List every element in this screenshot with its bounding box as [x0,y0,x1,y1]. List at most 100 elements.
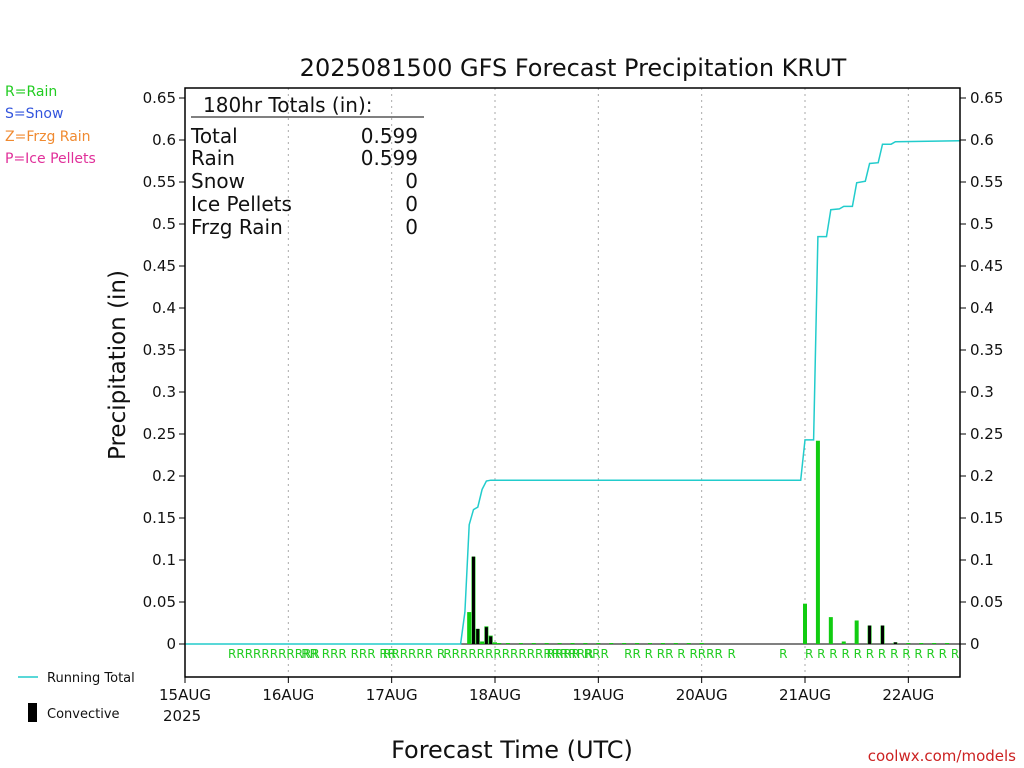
rain-bar-11 [544,643,549,644]
rain-bar-33 [919,643,924,644]
running-total-polyline [185,140,961,645]
rain-bar-34 [932,643,937,644]
rain-bar-16 [609,643,614,644]
convective-bar-2 [484,627,488,644]
totals-box: 180hr Totals (in): Total 0.599 Rain 0.59… [190,93,424,239]
rain-bar-10 [531,643,536,644]
y-tick-label-left-8: 0.4 [152,299,176,317]
rain-bar-32 [906,643,911,644]
y-tick-label-right-5: 0.25 [970,425,1003,443]
y-axis-ticks: 0 00.05 0.050.1 0.10.15 0.150.2 0.20.25 0.250.… [143,89,1004,653]
y-tick-label-left-11: 0.55 [143,173,176,191]
rain-bar-24 [803,603,807,644]
y-tick-label-right-9: 0.45 [970,257,1003,275]
plot-frame [184,87,961,678]
rain-bar-3 [480,641,485,644]
totals-label-total: Total [190,124,238,148]
y-tick-label-right-10: 0.5 [970,215,994,233]
x-tick-label-18aug: 18AUG [469,686,521,704]
rain-bar-0 [467,612,472,644]
running-total-line [185,140,961,645]
ptype-marker-1: RR RRR RRR RR [301,647,396,661]
chart-title: 2025081500 GFS Forecast Precipitation KR… [300,54,847,82]
rain-bar-22 [686,643,691,644]
convective-bar-4 [868,625,872,644]
convective-bars [471,556,897,644]
x-tick-label-19aug: 19AUG [572,686,624,704]
ptype-marker-2: RRRRRR R [383,647,445,661]
y-tick-label-left-13: 0.65 [143,89,176,107]
convective-bar-1 [476,628,480,644]
y-tick-label-left-3: 0.15 [143,509,176,527]
x-tick-label-21aug: 21AUG [779,686,831,704]
totals-header: 180hr Totals (in): [203,93,373,117]
rain-bar-19 [648,643,652,644]
ptype-marker-6: R [728,647,736,661]
y-tick-label-right-4: 0.2 [970,467,994,485]
x-tick-label-15aug: 15AUG [159,686,211,704]
y-tick-label-right-8: 0.4 [970,299,994,317]
y-tick-label-right-2: 0.1 [970,551,994,569]
vertical-gridlines [185,88,960,677]
y-tick-label-right-13: 0.65 [970,89,1003,107]
totals-label-rain: Rain [191,146,235,170]
rain-bar-8 [505,643,510,644]
convective-legend-label: Convective [47,707,120,722]
totals-label-frzg-rain: Frzg Rain [191,215,283,239]
totals-value-total: 0.599 [361,124,418,148]
running-total-legend-label: Running Total [47,671,135,686]
ptype-marker-3: RRRRRRRRRRRRRRRRRR [443,647,593,661]
y-tick-label-left-12: 0.6 [152,131,176,149]
y-tick-label-right-1: 0.05 [970,593,1003,611]
watermark: coolwx.com/models [868,747,1016,765]
ptype-marker-5: RR R RR R RRRR [624,647,723,661]
rain-bar-23 [699,643,704,644]
rain-bar-7 [497,643,502,644]
rain-bar-35 [945,643,950,644]
rain-bar-26 [828,617,833,644]
x-tick-label-20aug: 20AUG [676,686,728,704]
ptype-marker-7: R [779,647,787,661]
ptype-marker-0: RRRRRRRRRRR [228,647,320,661]
ptype-markers: RRRRRRRRRRRRR RRR RRR RRRRRRRR RRRRRRRRR… [228,647,959,661]
legend-rain: R=Rain [5,84,57,100]
x-axis-label: Forecast Time (UTC) [391,736,633,764]
totals-value-snow: 0 [405,169,418,193]
convective-legend-swatch [28,703,37,722]
year-label: 2025 [163,707,201,725]
rain-bar-14 [583,643,588,644]
x-axis-ticks: 15AUG 16AUG 17AUG 18AUG 19AUG 20AUG 21AUG 22AUG [159,677,934,704]
rain-bar-28 [854,620,859,644]
y-tick-label-right-7: 0.35 [970,341,1003,359]
rain-bar-12 [557,643,562,644]
totals-label-ice-pellets: Ice Pellets [191,192,292,216]
y-tick-label-left-5: 0.25 [143,425,176,443]
rain-bar-18 [635,643,640,644]
y-axis-label: Precipitation (in) [105,270,131,460]
totals-value-rain: 0.599 [361,146,418,170]
convective-bar-0 [471,556,475,644]
legend-ice-pellets: P=Ice Pellets [5,151,96,167]
rain-bar-6 [493,642,497,644]
totals-value-ice-pellets: 0 [405,192,418,216]
totals-label-snow: Snow [191,169,245,193]
y-tick-label-left-7: 0.35 [143,341,176,359]
convective-bar-3 [489,636,493,644]
y-tick-label-left-4: 0.2 [152,467,176,485]
x-tick-label-22aug: 22AUG [882,686,934,704]
y-tick-label-right-0: 0 [970,635,980,653]
series-legend: Running Total Convective [18,671,135,722]
legend-snow: S=Snow [5,106,63,122]
rain-bar-21 [673,643,678,644]
y-tick-label-right-11: 0.55 [970,173,1003,191]
x-tick-label-16aug: 16AUG [262,686,314,704]
y-tick-label-right-12: 0.6 [970,131,994,149]
y-tick-label-left-9: 0.45 [143,257,176,275]
ptype-marker-4: RRRR RRR [547,647,609,661]
y-tick-label-left-2: 0.1 [152,551,176,569]
y-tick-label-left-6: 0.3 [152,383,176,401]
y-tick-label-left-0: 0 [166,635,176,653]
rain-bar-20 [660,643,665,644]
ptype-marker-8: R R R R R R R R R R R R R [805,647,959,661]
